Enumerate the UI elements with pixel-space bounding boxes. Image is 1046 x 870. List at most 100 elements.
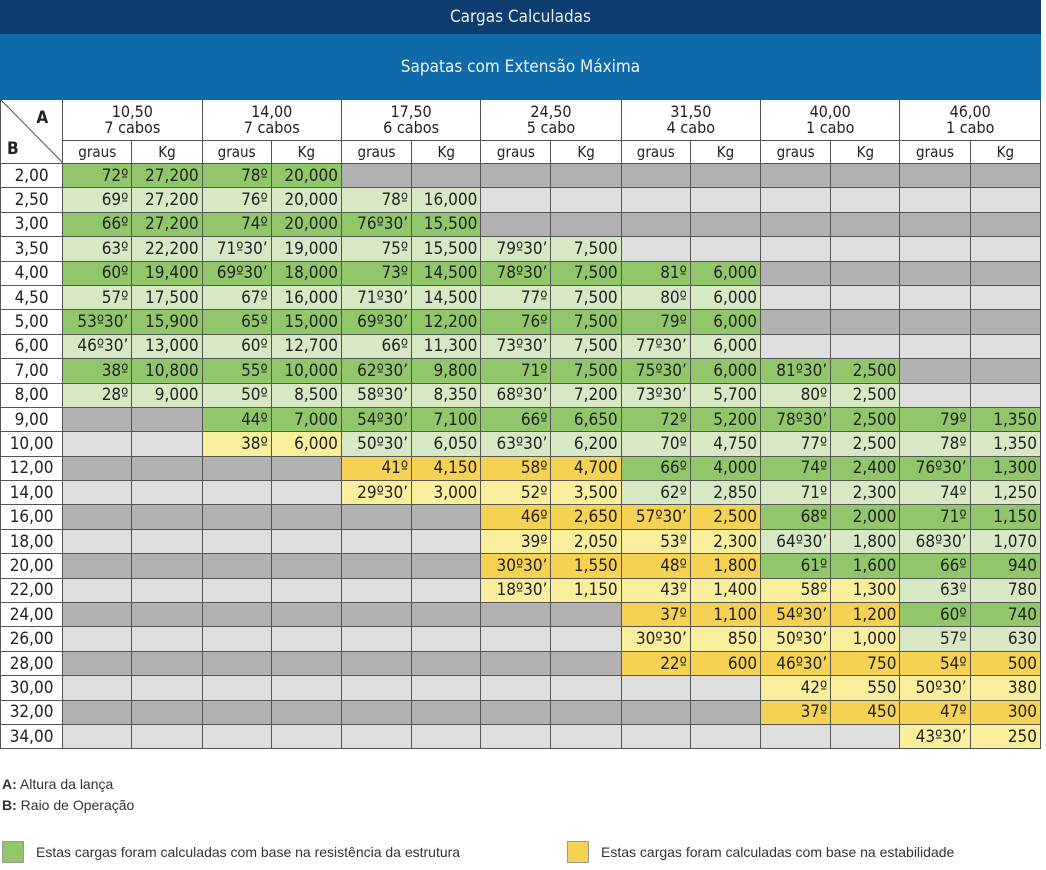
angle-cell: 47º (899, 699, 971, 725)
angle-cell (620, 675, 691, 701)
load-cell: 2,000 (830, 504, 901, 530)
angle-cell (340, 650, 413, 677)
load-cell (550, 211, 622, 238)
angle-cell: 79º30’ (480, 236, 552, 262)
table-row: 4,00 60º 19,400 69º30’ 18,000 73º 14,500 78º30’… (0, 260, 1042, 286)
angle-cell (340, 699, 413, 725)
load-cell: 4,000 (689, 455, 762, 482)
angle-cell (899, 333, 971, 360)
radius-label: 3,00 (0, 211, 64, 238)
angle-cell (62, 504, 133, 530)
load-cell: 550 (830, 675, 901, 701)
angle-cell: 30º30’ (620, 626, 691, 652)
load-cell: 27,200 (131, 211, 203, 238)
boom-length: 40,00 (809, 102, 851, 121)
angle-subheader: graus (899, 140, 971, 164)
angle-cell: 61º (760, 553, 832, 579)
angle-cell (201, 723, 272, 750)
table-row: 28,00 22º 600 46º30’ 750 54º 500 (0, 650, 1042, 677)
angle-cell: 74º (760, 455, 832, 482)
load-cell (270, 528, 342, 555)
load-cell: 6,000 (689, 309, 762, 335)
load-cell: 27,200 (131, 162, 203, 189)
load-cell: 14,500 (411, 260, 482, 286)
angle-cell (340, 626, 413, 652)
angle-cell (480, 211, 552, 238)
boom-column-header: 14,00 7 cabos (201, 99, 342, 141)
angle-cell (62, 650, 133, 677)
angle-cell: 73º (340, 260, 413, 286)
angle-cell: 80º (620, 284, 691, 311)
load-cell: 10,800 (131, 358, 203, 384)
note-a: A: Altura da lança (2, 776, 114, 792)
load-cell: 9,800 (411, 358, 482, 384)
angle-cell (620, 162, 691, 189)
angle-cell (899, 162, 971, 189)
angle-cell: 70º (620, 431, 691, 457)
load-cell (969, 187, 1042, 213)
angle-cell (480, 650, 552, 677)
table-row: 2,50 69º 27,200 76º 20,000 78º 16,000 (0, 187, 1042, 213)
load-cell: 2,500 (830, 382, 901, 408)
load-cell (131, 480, 203, 506)
load-cell (689, 699, 762, 725)
angle-cell: 38º (201, 431, 272, 457)
load-subheader: Kg (270, 140, 342, 164)
load-cell (131, 528, 203, 555)
angle-cell (480, 626, 552, 652)
radius-label: 28,00 (0, 650, 64, 677)
radius-label: 3,50 (0, 236, 64, 262)
radius-label: 30,00 (0, 675, 64, 701)
angle-cell: 64º30’ (760, 528, 832, 555)
load-cell: 380 (969, 675, 1042, 701)
load-cell (830, 187, 901, 213)
angle-cell: 71º (899, 504, 971, 530)
load-cell: 600 (689, 650, 762, 677)
angle-cell: 37º (620, 602, 691, 628)
angle-cell: 78º (899, 431, 971, 457)
load-cell (411, 504, 482, 530)
load-cell: 16,000 (411, 187, 482, 213)
load-cell: 7,500 (550, 333, 622, 360)
load-cell: 1,070 (969, 528, 1042, 555)
angle-cell: 81º30’ (760, 358, 832, 384)
load-cell (270, 650, 342, 677)
angle-subheader: graus (201, 140, 272, 164)
radius-label: 6,00 (0, 333, 64, 360)
load-cell (550, 723, 622, 750)
load-cell: 780 (969, 577, 1042, 604)
load-cell (689, 723, 762, 750)
angle-cell: 62º30’ (340, 358, 413, 384)
load-cell (131, 699, 203, 725)
angle-cell: 62º (620, 480, 691, 506)
angle-cell: 67º (201, 284, 272, 311)
load-cell (411, 699, 482, 725)
cable-count: 6 cabos (383, 118, 440, 137)
load-cell (131, 577, 203, 604)
table-row: 10,00 38º 6,000 50º30’ 6,050 63º30’ 6,200 70º 4,… (0, 431, 1042, 457)
angle-cell (201, 455, 272, 482)
table-row: 12,00 41º 4,150 58º 4,700 66º 4,000 74º 2,400 76º… (0, 455, 1042, 482)
angle-cell (340, 528, 413, 555)
angle-cell: 77º (480, 284, 552, 311)
angle-cell (340, 602, 413, 628)
angle-cell: 44º (201, 406, 272, 433)
angle-cell (62, 528, 133, 555)
angle-cell (340, 675, 413, 701)
load-cell: 6,000 (689, 284, 762, 311)
radius-label: 7,00 (0, 358, 64, 384)
radius-label: 2,50 (0, 187, 64, 213)
load-cell: 19,400 (131, 260, 203, 286)
load-cell: 1,300 (830, 577, 901, 604)
load-cell (830, 236, 901, 262)
load-cell (411, 626, 482, 652)
load-cell: 750 (830, 650, 901, 677)
load-cell: 22,200 (131, 236, 203, 262)
boom-length: 46,00 (949, 102, 991, 121)
angle-cell (899, 309, 971, 335)
load-cell: 1,800 (830, 528, 901, 555)
angle-cell: 75º30’ (620, 358, 691, 384)
cable-count: 5 cabo (526, 118, 576, 137)
angle-cell: 60º (201, 333, 272, 360)
